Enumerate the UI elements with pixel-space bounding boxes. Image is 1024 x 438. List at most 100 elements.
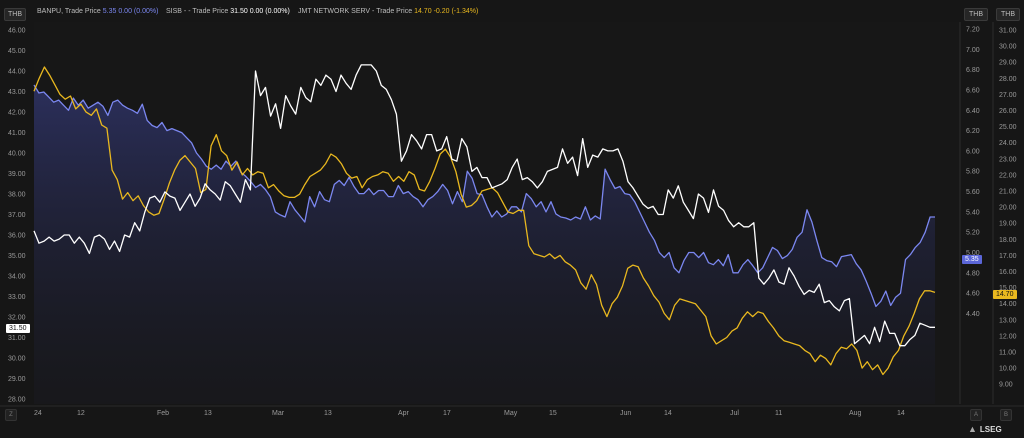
last-value-tag-sisb: 31.50: [6, 324, 30, 333]
right2-axis-tick-label: 31.00: [999, 28, 1017, 35]
right2-axis-tick-label: 22.00: [999, 172, 1017, 179]
x-axis-tick-label: 17: [443, 410, 451, 417]
x-axis-tick-label: May: [504, 410, 518, 417]
right2-axis-tick-label: 24.00: [999, 140, 1017, 147]
left-axis-tick-label: 39.00: [8, 171, 26, 178]
right1-axis-tick-label: 6.40: [966, 108, 980, 115]
right2-axis-tick-label: 19.00: [999, 221, 1017, 228]
left-axis-tick-label: 43.00: [8, 89, 26, 96]
left-axis-tick-label: 40.00: [8, 151, 26, 158]
left-axis-tick-label: 30.00: [8, 356, 26, 363]
right2-axis-tick-label: 25.00: [999, 124, 1017, 131]
banpu-area-fill: [34, 84, 935, 405]
left-axis-tick-label: 37.00: [8, 212, 26, 219]
right1-axis-tick-label: 5.40: [966, 209, 980, 216]
right1-axis-tick-label: 6.20: [966, 128, 980, 135]
right2-axis-tick-label: 29.00: [999, 60, 1017, 67]
left-axis-tick-label: 36.00: [8, 233, 26, 240]
x-axis-tick-label: 14: [664, 410, 672, 417]
left-axis-tick-label: 35.00: [8, 253, 26, 260]
right2-axis-tick-label: 11.00: [999, 350, 1016, 357]
legend-jmt-change: -0.20 (-1.34%): [433, 8, 479, 15]
left-axis-tick-label: 44.00: [8, 69, 26, 76]
x-axis-tick-label: Mar: [272, 410, 285, 417]
legend-sisb-value: 31.50: [230, 8, 248, 15]
right1-axis-unit-button[interactable]: THB: [964, 8, 988, 21]
legend-sisb-label: - Trade Price: [188, 8, 229, 15]
x-axis-tick-label: 14: [897, 410, 905, 417]
left-axis-tick-label: 41.00: [8, 130, 26, 137]
legend-banpu[interactable]: BANPU, Trade Price 5.35 0.00 (0.00%): [37, 8, 158, 15]
right2-axis-tick-label: 26.00: [999, 108, 1017, 115]
left-axis-tick-label: 32.00: [8, 315, 26, 322]
right1-axis-tick-label: 5.20: [966, 230, 980, 237]
series-line-banpu[interactable]: [33, 84, 935, 308]
series-line-sisb[interactable]: [33, 64, 935, 347]
legend-banpu-name: BANPU, Trade Price: [37, 8, 101, 15]
legend-banpu-value: 5.35: [102, 8, 117, 15]
left-axis-unit-button[interactable]: THB: [4, 8, 26, 21]
x-axis-tick-label: 13: [204, 410, 212, 417]
right2-axis-tick-label: 13.00: [999, 317, 1017, 324]
right1-axis-tick-label: 7.00: [966, 47, 980, 54]
legend-jmt-value: 14.70: [414, 8, 432, 15]
left-axis-tick-label: 45.00: [8, 48, 26, 55]
left-axis-tick-label: 34.00: [8, 274, 26, 281]
right1-axis-tick-label: 4.40: [966, 311, 980, 318]
x-axis-tick-label: 13: [324, 410, 332, 417]
right2-axis-unit-button[interactable]: THB: [996, 8, 1020, 21]
x-axis-tick-label: Aug: [849, 410, 862, 417]
legend-jmt-label: - Trade Price: [372, 8, 413, 15]
legend-sisb-name: SISB -: [166, 8, 187, 15]
right1-axis-tick-label: 4.60: [966, 291, 980, 298]
auto-scale-button-a[interactable]: A: [970, 409, 982, 421]
right1-axis-tick-label: 7.20: [966, 27, 980, 34]
x-axis-tick-label: 15: [549, 410, 557, 417]
right1-axis-tick-label: 5.00: [966, 250, 980, 257]
x-axis-tick-label: 24: [34, 410, 42, 417]
right1-axis-tick-label: 6.00: [966, 148, 980, 155]
right2-axis-tick-label: 10.00: [999, 366, 1017, 373]
series-line-jmt[interactable]: [33, 66, 936, 376]
right2-axis-tick-label: 14.00: [999, 301, 1017, 308]
right1-axis-tick-label: 5.80: [966, 169, 980, 176]
legend-sisb-change: 0.00 (0.00%): [249, 8, 290, 15]
right1-axis-tick-label: 5.60: [966, 189, 980, 196]
right1-axis-tick-label: 6.60: [966, 87, 980, 94]
left-axis-tick-label: 33.00: [8, 294, 26, 301]
right2-axis-tick-label: 21.00: [999, 189, 1017, 196]
right1-axis-tick-label: 6.80: [966, 67, 980, 74]
legend-banpu-change: 0.00 (0.00%): [118, 8, 159, 15]
lseg-icon: ▲: [968, 424, 977, 434]
right2-axis-tick-label: 30.00: [999, 44, 1017, 51]
right2-axis-tick-label: 16.00: [999, 269, 1017, 276]
right2-axis-tick-label: 9.00: [999, 382, 1013, 389]
brand-text: LSEG: [979, 424, 1002, 434]
left-axis-tick-label: 46.00: [8, 28, 26, 35]
right2-axis-tick-label: 23.00: [999, 156, 1017, 163]
left-axis-tick-label: 31.00: [8, 335, 26, 342]
x-axis-tick-label: 11: [775, 410, 782, 417]
x-axis-tick-label: Jul: [730, 410, 739, 417]
right2-axis-tick-label: 27.00: [999, 92, 1017, 99]
right2-axis-tick-label: 18.00: [999, 237, 1017, 244]
right2-axis-tick-label: 20.00: [999, 205, 1017, 212]
right2-axis-tick-label: 15.00: [999, 285, 1017, 292]
last-value-tag-banpu: 5.35: [962, 255, 982, 264]
x-axis-tick-label: Apr: [398, 410, 410, 417]
x-axis-tick-label: Feb: [157, 410, 169, 417]
legend-sisb[interactable]: SISB - - Trade Price 31.50 0.00 (0.00%): [166, 8, 290, 15]
x-axis-tick-label: Jun: [620, 410, 631, 417]
right2-axis-tick-label: 28.00: [999, 76, 1017, 83]
right2-axis-tick-label: 17.00: [999, 253, 1017, 260]
legend-jmt[interactable]: JMT NETWORK SERV - Trade Price 14.70 -0.…: [298, 8, 478, 15]
left-axis-tick-label: 29.00: [8, 376, 26, 383]
left-axis-tick-label: 28.00: [8, 397, 26, 404]
zoom-reset-button[interactable]: Z: [5, 409, 17, 421]
last-value-tag-jmt: 14.70: [993, 290, 1017, 299]
x-axis-tick-label: 12: [77, 410, 85, 417]
auto-scale-button-b[interactable]: B: [1000, 409, 1012, 421]
left-axis-tick-label: 38.00: [8, 192, 26, 199]
legend-jmt-name: JMT NETWORK SERV: [298, 8, 371, 15]
